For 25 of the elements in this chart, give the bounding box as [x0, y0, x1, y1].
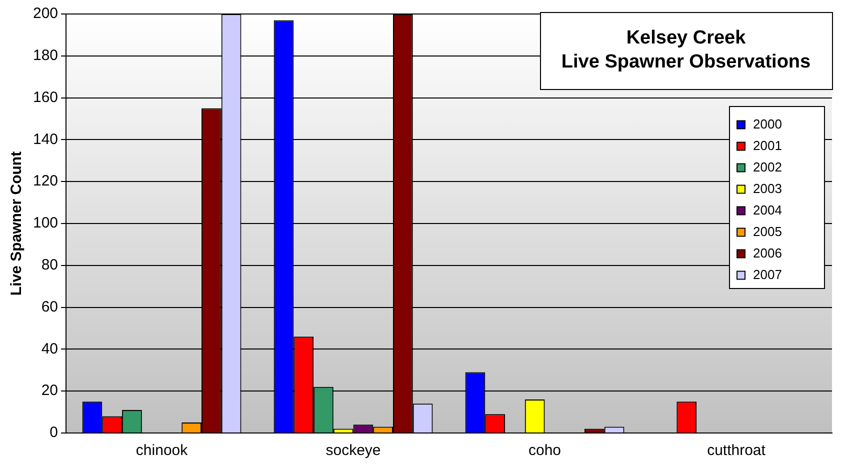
- y-tick-label: 80: [41, 256, 58, 274]
- x-tick-label: cutthroat: [707, 442, 766, 460]
- y-tick-label: 40: [41, 340, 58, 358]
- y-axis-title: Live Spawner Count: [8, 151, 26, 296]
- x-tick-label: sockeye: [326, 442, 381, 460]
- y-tick-label: 120: [32, 172, 58, 190]
- text: Kelsey Creek Live Spawner Observations: [561, 28, 811, 73]
- legend-label: 2004: [753, 202, 782, 218]
- y-tick-label: 160: [32, 88, 58, 106]
- legend-label: 2001: [753, 138, 782, 153]
- y-tick-label: 140: [32, 130, 58, 148]
- y-tick-label: 0: [50, 424, 58, 442]
- legend-label: 2002: [753, 159, 782, 174]
- legend-label: 2006: [753, 245, 782, 260]
- x-tick-label: chinook: [136, 442, 188, 460]
- legend-label: 2005: [753, 224, 782, 239]
- y-tick-label: 20: [41, 382, 58, 400]
- legend-label: 2000: [753, 116, 782, 132]
- legend-label: 2007: [753, 266, 782, 282]
- y-tick-label: 180: [32, 47, 58, 64]
- y-tick-label: 200: [32, 5, 58, 22]
- y-tick-label: 60: [41, 298, 58, 316]
- x-tick-label: coho: [528, 442, 562, 460]
- legend-label: 2003: [753, 180, 782, 196]
- y-tick-label: 100: [32, 214, 58, 232]
